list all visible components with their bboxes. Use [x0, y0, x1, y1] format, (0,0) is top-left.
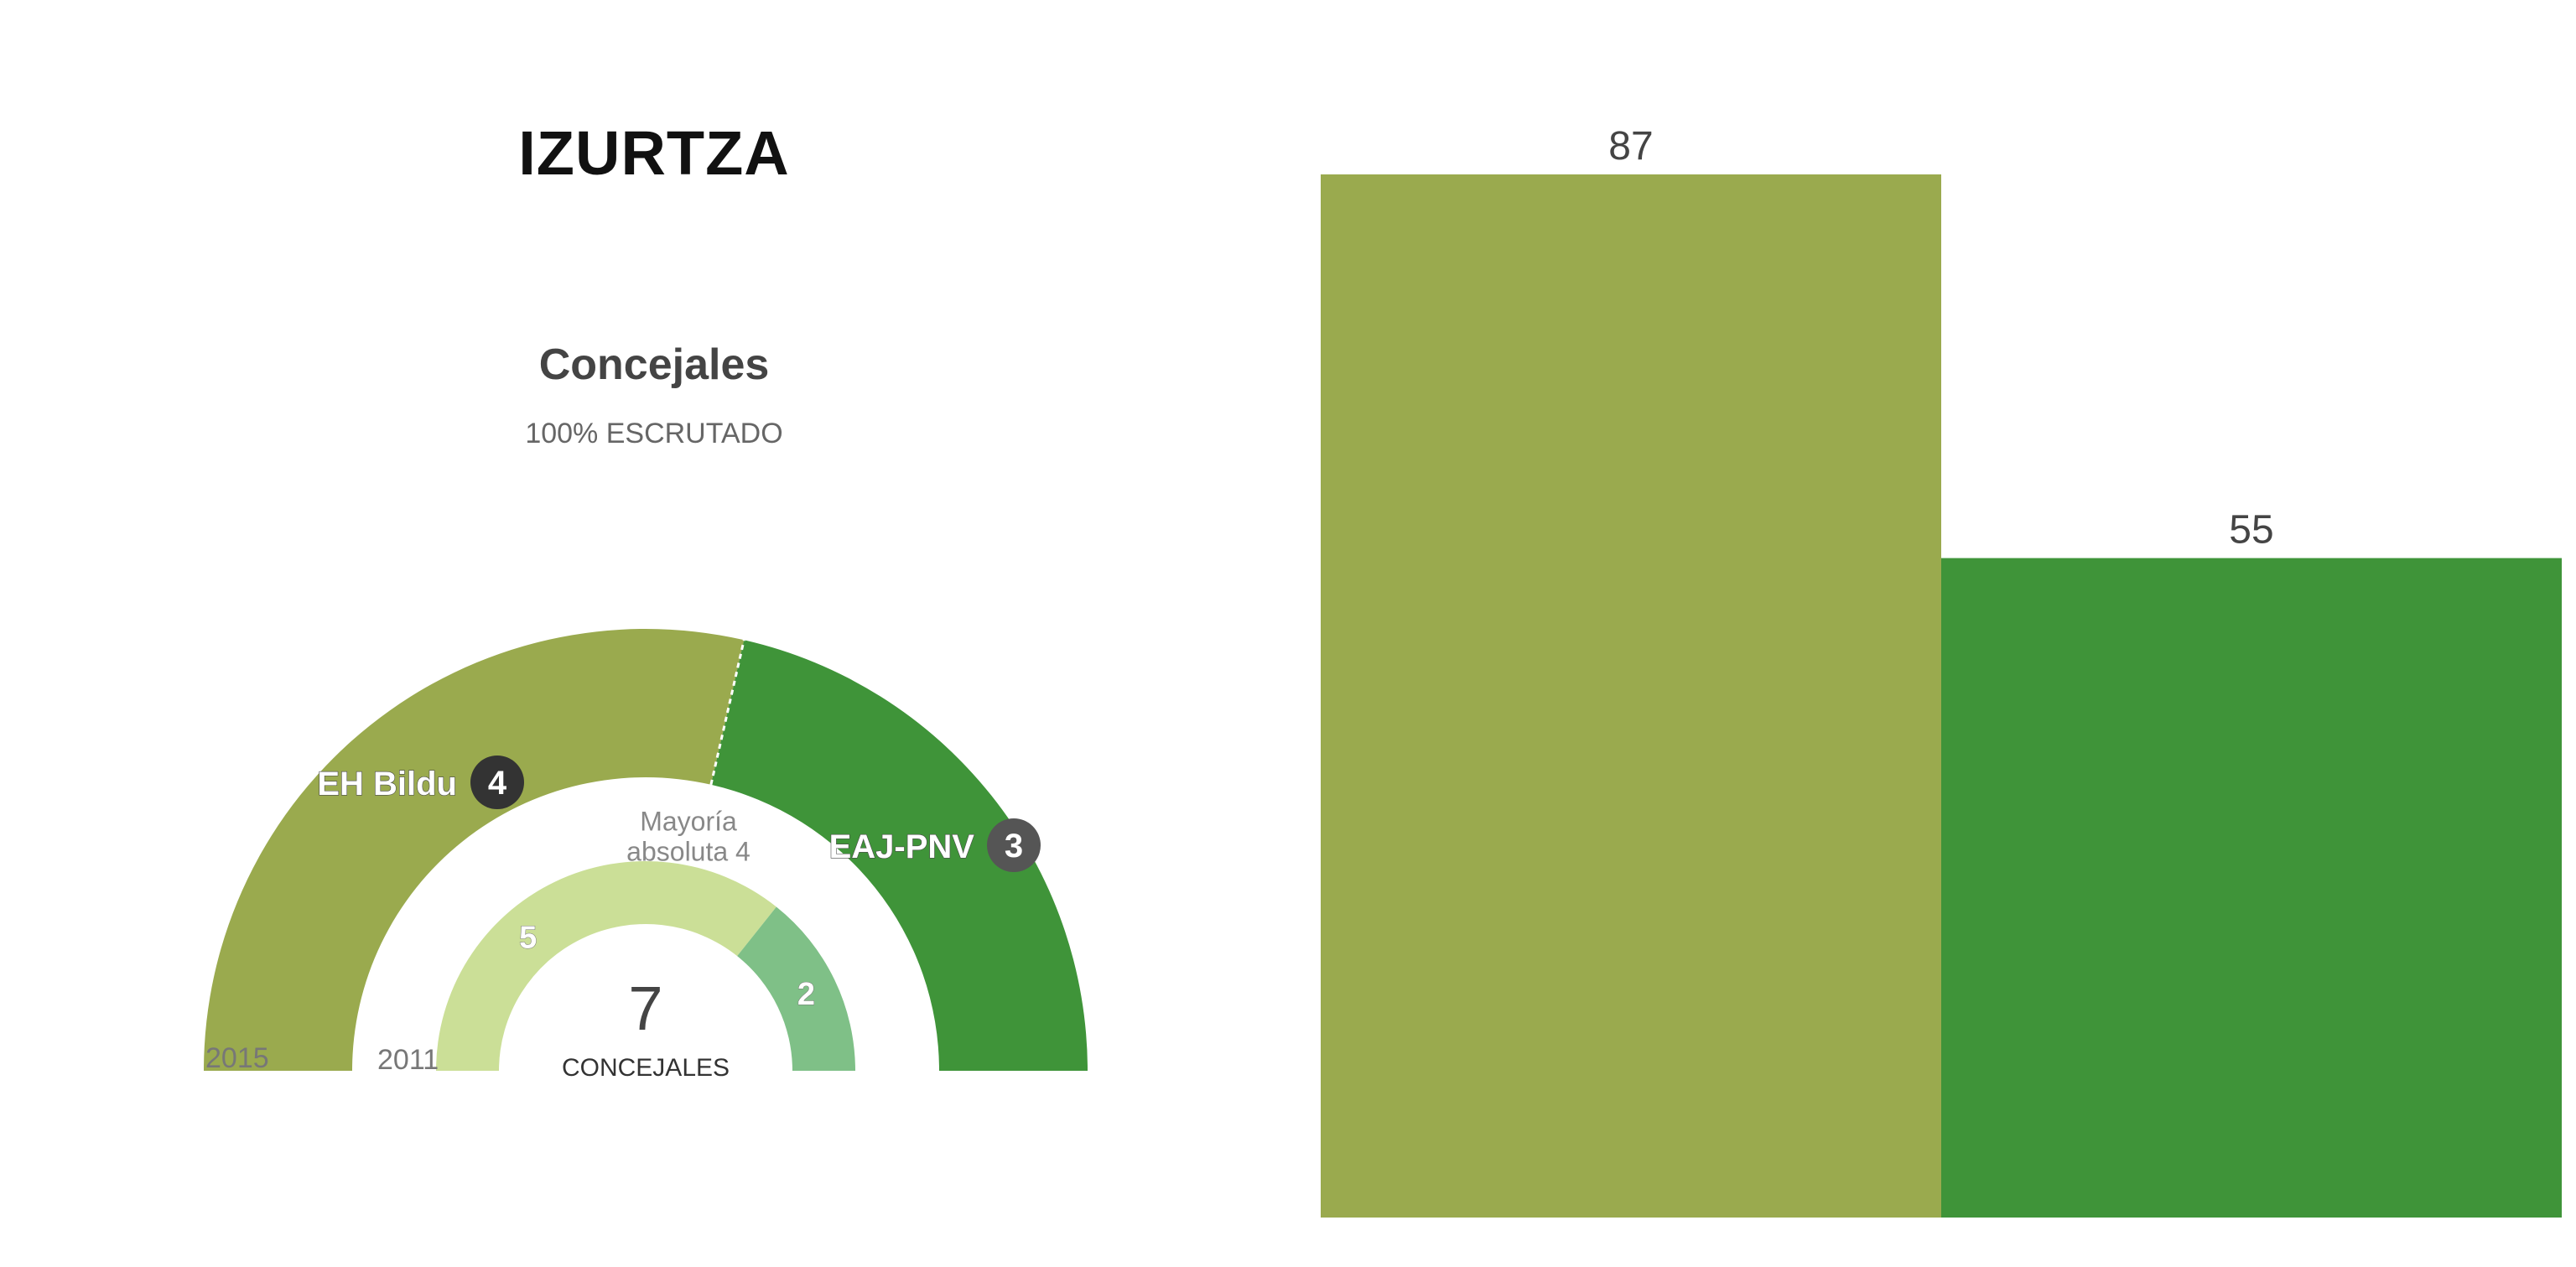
total-seats-value: 7: [628, 974, 662, 1043]
bar-eaj-pnv: [1941, 558, 2562, 1218]
municipality-title: IZURTZA: [518, 118, 790, 188]
seat-badge-value-eh-bildu: 4: [488, 765, 507, 802]
count-progress: 100% ESCRUTADO: [525, 418, 783, 449]
bar-eh-bildu: [1321, 174, 1941, 1218]
seat-arc-2015-2: [710, 640, 1088, 1071]
seat-badge-eaj-pnv: [987, 818, 1041, 872]
total-seats-label: CONCEJALES: [562, 1054, 730, 1082]
section-title: Concejales: [538, 340, 770, 389]
seat-arc-2015-1: [204, 628, 745, 1071]
seat-arc-2011-1: [436, 861, 776, 1071]
bar-value-label-eaj-pnv: 55: [2229, 508, 2273, 553]
seat-arc-2011-2: [737, 906, 855, 1071]
inner-seat-value-1: 5: [519, 920, 537, 955]
majority-line: [709, 639, 745, 786]
seat-badge-value-eaj-pnv: 3: [1005, 828, 1023, 865]
majority-label-line2: absoluta 4: [626, 836, 750, 866]
party-label-eh-bildu: EH Bildu: [317, 766, 457, 802]
ring-label-2015: 2015: [205, 1042, 269, 1074]
ring-label-2011: 2011: [377, 1044, 439, 1076]
inner-seat-value-2: 2: [797, 977, 815, 1012]
bar-value-label-eh-bildu: 87: [1608, 124, 1653, 169]
majority-label-line1: Mayoría: [640, 806, 737, 836]
party-label-eaj-pnv: EAJ-PNV: [829, 828, 975, 865]
seat-badge-eh-bildu: [470, 756, 524, 809]
majority-label: Mayoría absoluta 4: [626, 806, 750, 866]
